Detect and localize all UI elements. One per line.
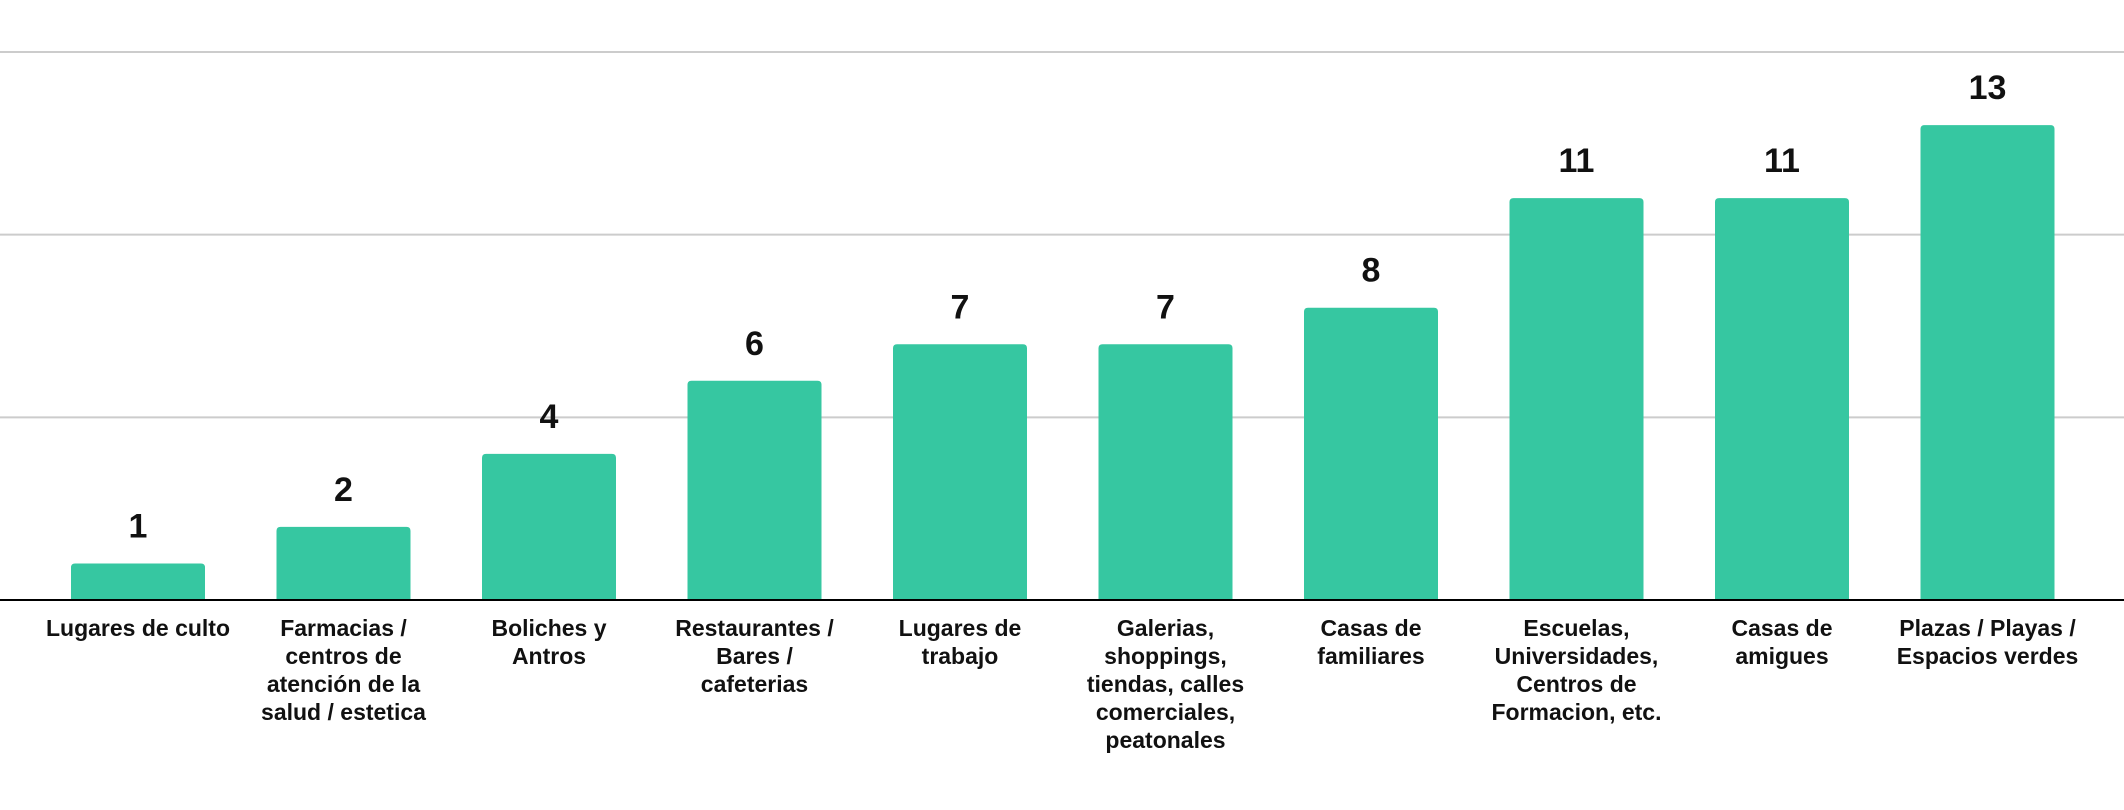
category-label-line: Centros de <box>1516 671 1636 697</box>
bar-2 <box>276 526 411 600</box>
category-label-line: cafeterias <box>701 671 808 697</box>
category-label-line: Farmacias / <box>280 615 407 641</box>
value-label-7: 8 <box>1362 252 1381 290</box>
value-label-2: 2 <box>334 471 353 509</box>
value-label-10: 13 <box>1969 69 2007 107</box>
category-label-line: Antros <box>512 643 586 669</box>
bar-9 <box>1715 198 1849 600</box>
category-label-8: Escuelas, Universidades, Centros de Formaci… <box>1492 615 1662 725</box>
category-label-2: Farmacias / centros de atención de la salud… <box>261 615 426 725</box>
bar-3 <box>482 453 616 600</box>
category-label-line: Lugares de <box>899 615 1022 641</box>
bar-6 <box>1098 344 1233 600</box>
category-label-1: Lugares de culto <box>46 615 230 641</box>
category-label-line: Espacios verdes <box>1897 643 2079 669</box>
category-label-6: Galerias, shoppings, tiendas, calles comerc… <box>1087 615 1244 753</box>
category-label-3: Boliches y Antros <box>491 615 606 669</box>
bars <box>71 125 2055 601</box>
category-label-line: Boliches y <box>491 615 606 641</box>
bar-4 <box>687 380 822 600</box>
category-label-line: comerciales, <box>1096 699 1235 725</box>
category-label-5: Lugares de trabajo <box>899 615 1022 669</box>
category-label-line: trabajo <box>922 643 999 669</box>
value-label-6: 7 <box>1156 288 1175 326</box>
bar-7 <box>1304 307 1438 600</box>
category-label-line: amigues <box>1735 643 1828 669</box>
category-label-line: Escuelas, <box>1523 615 1629 641</box>
category-label-4: Restaurantes / Bares / cafeterias <box>675 615 834 697</box>
category-label-line: Formacion, etc. <box>1492 699 1662 725</box>
bar-1 <box>71 563 205 600</box>
category-label-line: familiares <box>1317 643 1424 669</box>
bar-5 <box>893 344 1027 600</box>
category-label-line: atención de la <box>267 671 421 697</box>
bar-10 <box>1920 125 2055 601</box>
bar-8 <box>1509 198 1644 600</box>
category-label-line: shoppings, <box>1104 643 1227 669</box>
category-labels: Lugares de culto Farmacias / centros de ate… <box>46 615 2078 753</box>
category-label-line: Lugares de culto <box>46 615 230 641</box>
value-label-5: 7 <box>951 288 970 326</box>
value-label-8: 11 <box>1559 142 1595 180</box>
value-labels: 1 2 4 6 7 7 8 11 11 13 <box>129 69 2007 545</box>
category-label-line: Casas de <box>1731 615 1832 641</box>
value-label-9: 11 <box>1764 142 1800 180</box>
category-label-line: centros de <box>285 643 401 669</box>
value-label-4: 6 <box>745 325 764 363</box>
category-label-line: salud / estetica <box>261 699 426 725</box>
category-label-line: Restaurantes / <box>675 615 834 641</box>
value-label-3: 4 <box>540 398 559 436</box>
category-label-line: Casas de <box>1320 615 1421 641</box>
category-label-line: Galerias, <box>1117 615 1214 641</box>
category-label-line: tiendas, calles <box>1087 671 1244 697</box>
category-label-line: Plazas / Playas / <box>1899 615 2076 641</box>
value-label-1: 1 <box>129 507 148 545</box>
category-label-line: peatonales <box>1105 727 1225 753</box>
category-label-line: Universidades, <box>1495 643 1659 669</box>
category-label-line: Bares / <box>716 643 793 669</box>
category-label-10: Plazas / Playas / Espacios verdes <box>1897 615 2079 669</box>
category-label-7: Casas de familiares <box>1317 615 1424 669</box>
category-label-9: Casas de amigues <box>1731 615 1832 669</box>
